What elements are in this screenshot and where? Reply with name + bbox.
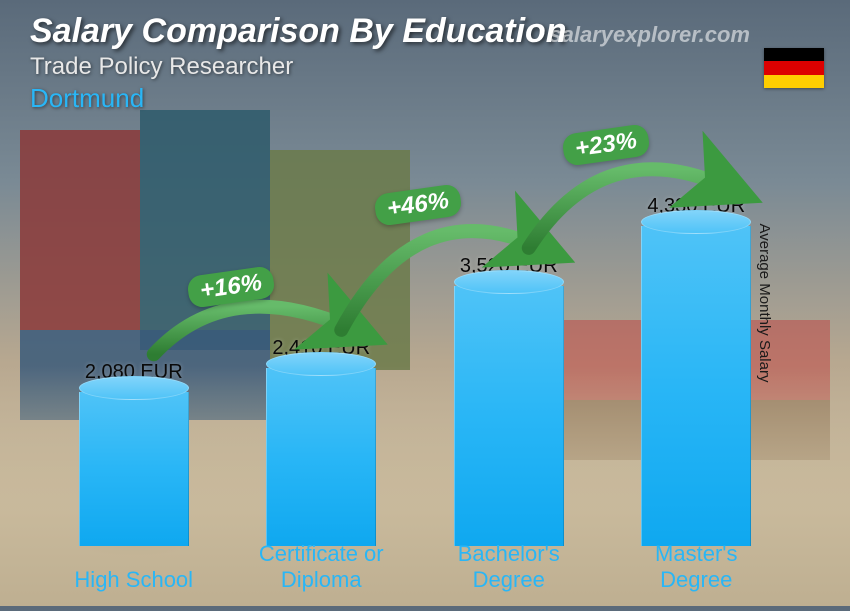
- category-label: Certificate or Diploma: [231, 541, 411, 592]
- bar-group: 4,330 EUR: [603, 195, 791, 546]
- bar-top: [454, 270, 564, 294]
- bar-top: [266, 352, 376, 376]
- bar-top: [641, 210, 751, 234]
- bar-group: 2,080 EUR: [40, 361, 228, 546]
- flag-stripe: [764, 48, 824, 61]
- location-label: Dortmund: [30, 83, 820, 114]
- bar: [454, 286, 564, 546]
- bar: [266, 368, 376, 546]
- bar-front: [266, 368, 376, 546]
- bar-group: 2,410 EUR: [228, 337, 416, 546]
- bar-top: [79, 376, 189, 400]
- flag-stripe: [764, 61, 824, 74]
- job-title: Trade Policy Researcher: [30, 53, 820, 81]
- country-flag-icon: [764, 48, 824, 88]
- category-label: Master's Degree: [606, 541, 786, 592]
- flag-stripe: [764, 75, 824, 88]
- bar-front: [79, 392, 189, 546]
- category-label: Bachelor's Degree: [419, 541, 599, 592]
- bar-group: 3,520 EUR: [415, 255, 603, 546]
- bar-front: [454, 286, 564, 546]
- bar: [79, 392, 189, 546]
- bar-front: [641, 226, 751, 546]
- watermark: salaryexplorer.com: [549, 22, 750, 48]
- bar: [641, 226, 751, 546]
- category-label: High School: [44, 567, 224, 592]
